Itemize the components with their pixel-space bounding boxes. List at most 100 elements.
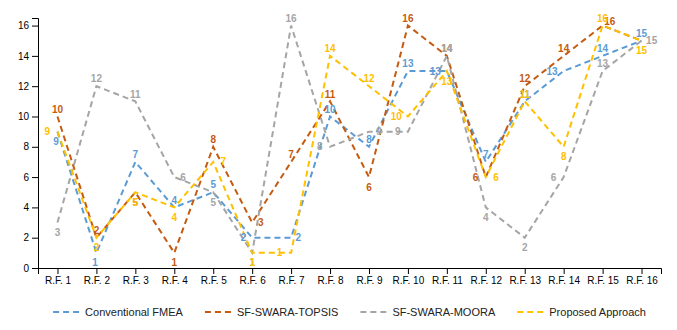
x-tick-label: R.F. 13: [509, 275, 541, 286]
x-tick: R.F. 4: [162, 268, 189, 286]
data-label: 16: [597, 13, 609, 24]
data-label: 15: [646, 35, 658, 46]
y-tick-label: 8: [23, 141, 29, 152]
x-tick: R.F. 2: [84, 268, 111, 286]
legend: Conventional FMEA SF-SWARA-TOPSIS SF-SWARA…: [53, 306, 646, 318]
y-tick-mark: [32, 147, 38, 148]
y-tick-mark: [32, 238, 38, 239]
legend-swatch: [360, 311, 386, 313]
y-tick-mark: [32, 26, 38, 27]
y-tick-label: 14: [18, 51, 30, 62]
x-tick-label: R.F. 12: [470, 275, 502, 286]
y-tick: 16: [18, 20, 38, 31]
data-label: 5: [133, 197, 139, 208]
x-tick: R.F. 14: [548, 268, 580, 286]
x-tick-label: R.F. 8: [317, 275, 344, 286]
x-tick-label: R.F. 9: [356, 275, 383, 286]
data-label: 7: [221, 156, 227, 167]
x-tick-mark: [564, 268, 565, 274]
x-tick-label: R.F. 10: [393, 275, 425, 286]
x-tick-label: R.F. 11: [432, 275, 463, 286]
y-tick: 4: [23, 202, 38, 213]
legend-label: SF-SWARA-TOPSIS: [237, 306, 338, 318]
legend-item: SF-SWARA-MOORA: [360, 306, 496, 318]
legend-item: Conventional FMEA: [53, 306, 183, 318]
data-label: 9: [376, 126, 382, 137]
data-label: 8: [366, 134, 372, 145]
data-label: 14: [441, 43, 453, 54]
x-axis-line: [39, 269, 662, 275]
y-tick: 8: [23, 141, 38, 152]
x-tick: R.F. 5: [201, 268, 228, 286]
y-tick-label: 0: [23, 263, 29, 274]
data-label: 6: [180, 172, 186, 183]
x-tick: R.F. 10: [393, 268, 425, 286]
x-tick: R.F. 12: [470, 268, 502, 286]
data-label: 11: [130, 89, 141, 100]
data-label: 9: [53, 136, 59, 147]
y-tick-label: 4: [23, 202, 29, 213]
data-label: 1: [92, 257, 98, 268]
data-label: 13: [430, 66, 442, 77]
data-label: 14: [597, 43, 609, 54]
data-label: 13: [597, 58, 609, 69]
y-tick-mark: [32, 56, 38, 57]
x-tick-mark: [174, 268, 175, 274]
x-tick-label: R.F. 5: [201, 275, 228, 286]
data-label: 4: [172, 195, 178, 206]
x-tick-label: R.F. 7: [279, 275, 306, 286]
x-tick-mark: [96, 268, 97, 274]
x-tick-label: R.F. 1: [45, 275, 72, 286]
data-label: 6: [493, 172, 499, 183]
x-tick-mark: [525, 268, 526, 274]
y-tick: 14: [18, 51, 38, 62]
y-tick: 6: [23, 172, 38, 183]
data-label: 13: [546, 66, 558, 77]
x-tick-mark: [486, 268, 487, 274]
data-label: 1: [172, 257, 178, 268]
data-label: 1: [277, 247, 283, 258]
data-label: 12: [363, 73, 375, 84]
data-label: 5: [210, 179, 216, 190]
data-label: 15: [636, 45, 648, 56]
x-tick: R.F. 15: [587, 268, 619, 286]
data-label: 14: [441, 43, 453, 54]
data-label: 11: [325, 89, 336, 100]
data-label: 12: [91, 73, 103, 84]
legend-swatch: [517, 311, 543, 313]
data-label: 2: [94, 225, 100, 236]
data-label: 7: [133, 149, 139, 160]
x-tick-mark: [369, 268, 370, 274]
series-line: [57, 26, 641, 253]
data-label: 5: [210, 197, 216, 208]
y-tick: 2: [23, 232, 38, 243]
x-tick: R.F. 8: [317, 268, 344, 286]
x-tick-mark: [213, 268, 214, 274]
data-label: 6: [551, 172, 557, 183]
data-label: 2: [94, 242, 100, 253]
x-tick-mark: [603, 268, 604, 274]
legend-label: SF-SWARA-MOORA: [392, 306, 496, 318]
data-label: 8: [317, 141, 323, 152]
data-label: 3: [258, 217, 264, 228]
y-tick: 0: [23, 263, 38, 274]
x-tick-label: R.F. 6: [240, 275, 267, 286]
data-label: 16: [402, 13, 414, 24]
y-tick-mark: [32, 268, 38, 269]
data-label: 13: [402, 58, 414, 69]
data-label: 3: [55, 227, 61, 238]
chart: R.F. 1R.F. 2R.F. 3R.F. 4R.F. 5R.F. 6R.F.…: [0, 0, 677, 330]
lines: [57, 26, 641, 253]
data-label: 10: [52, 104, 64, 115]
series-line: [57, 26, 641, 253]
x-tick-mark: [408, 268, 409, 274]
legend-label: Proposed Approach: [549, 306, 646, 318]
x-tick-mark: [135, 268, 136, 274]
x-tick: R.F. 1: [45, 268, 72, 286]
data-label: 8: [561, 151, 567, 162]
x-tick: R.F. 7: [279, 268, 306, 286]
data-label: 2: [241, 232, 247, 243]
legend-item: SF-SWARA-TOPSIS: [205, 306, 338, 318]
x-tick-label: R.F. 15: [587, 275, 619, 286]
y-tick-label: 2: [23, 232, 29, 243]
